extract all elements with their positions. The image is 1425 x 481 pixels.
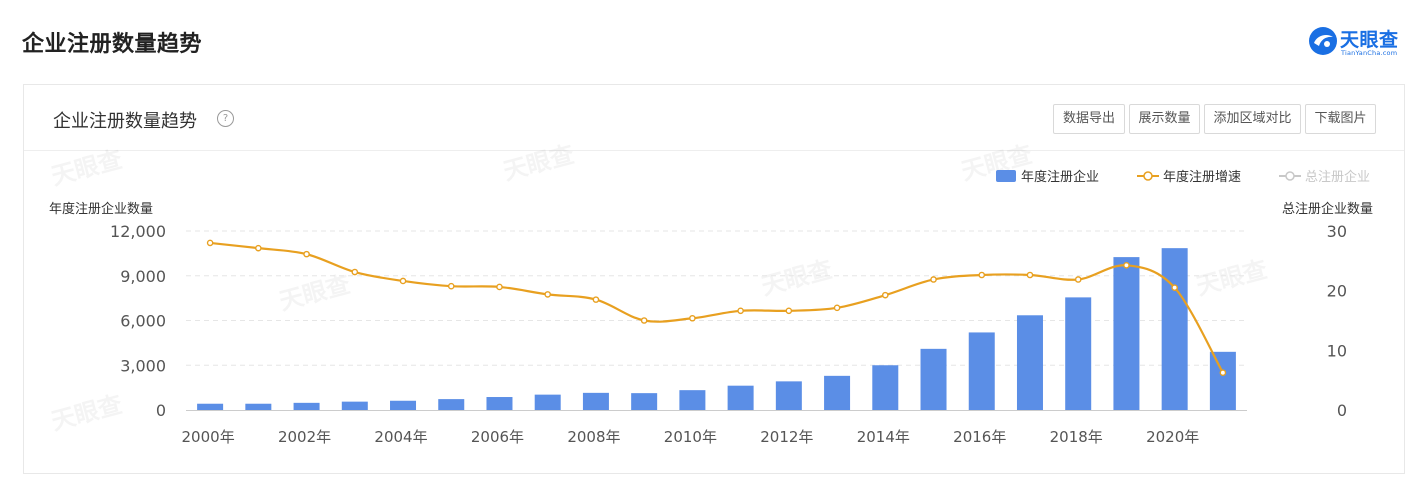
growth-rate-point — [1219, 369, 1227, 377]
x-tick-label: 2004年 — [374, 428, 427, 446]
x-tick-label: 2000年 — [182, 428, 235, 446]
bar — [486, 397, 513, 410]
brand-name: 天眼查 — [1340, 29, 1399, 51]
growth-rate-point — [206, 239, 214, 247]
x-tick-label: 2012年 — [760, 428, 813, 446]
growth-rate-point — [737, 307, 744, 315]
watermark: 天眼查 — [48, 390, 125, 436]
y-axis-right: 30 20 10 0 — [1327, 222, 1347, 420]
y-tick-label-left: 9,000 — [120, 267, 166, 286]
card-header: 企业注册数量趋势 ? 数据导出 展示数量 添加区域对比 下载图片 — [24, 85, 1404, 151]
chart-card: 企业注册数量趋势 ? 数据导出 展示数量 添加区域对比 下载图片 天眼查 天眼查天… — [23, 84, 1405, 474]
bar — [1113, 257, 1140, 410]
growth-rate-point — [351, 268, 359, 276]
growth-rate-point — [689, 314, 696, 322]
bar-series — [197, 248, 1236, 410]
x-tick-label: 2002年 — [278, 428, 331, 446]
growth-rate-point — [1123, 262, 1130, 269]
card-title: 企业注册数量趋势 — [53, 111, 197, 132]
export-data-button[interactable]: 数据导出 — [1053, 104, 1125, 134]
y-tick-label-left: 12,000 — [110, 222, 166, 241]
chart-legend: 年度注册企业 年度注册增速 总注册企业 — [996, 169, 1370, 185]
growth-rate-point — [592, 296, 600, 303]
page-title: 企业注册数量趋势 — [22, 32, 203, 57]
bar — [197, 403, 224, 410]
add-region-compare-button[interactable]: 添加区域对比 — [1204, 104, 1301, 134]
tianyancha-logo-icon — [1309, 27, 1337, 55]
bar — [775, 381, 802, 410]
bar — [1161, 248, 1188, 410]
bar — [1065, 297, 1092, 410]
y-tick-label-right: 30 — [1327, 222, 1347, 241]
legend-total-label[interactable]: 总注册企业 — [1305, 169, 1370, 185]
x-tick-label: 2006年 — [471, 428, 524, 446]
bar — [872, 365, 899, 410]
bar — [582, 392, 609, 410]
watermark: 天眼查 — [276, 270, 353, 316]
legend-line-label[interactable]: 年度注册增速 — [1163, 169, 1241, 185]
growth-rate-point — [303, 250, 310, 258]
y-tick-label-right: 20 — [1327, 282, 1347, 301]
bar — [824, 375, 851, 410]
growth-rate-line — [209, 241, 1224, 374]
growth-rate-point — [255, 244, 262, 252]
x-tick-label: 2008年 — [567, 428, 620, 446]
y-tick-label-left: 3,000 — [120, 356, 166, 375]
brand-logo: 天眼查 TianYanCha.com — [1308, 24, 1408, 58]
bar — [1016, 315, 1043, 410]
bar — [438, 399, 465, 410]
growth-rate-point — [833, 304, 841, 312]
y-axis-left: 12,000 9,000 6,000 3,000 0 — [110, 222, 166, 420]
growth-rate-point — [544, 291, 552, 298]
growth-rate-point — [930, 276, 937, 283]
bar — [245, 403, 272, 410]
y-axis-title-right: 总注册企业数量 — [1282, 201, 1373, 217]
bar — [920, 348, 947, 410]
x-tick-label: 2010年 — [664, 428, 717, 446]
bar — [341, 401, 368, 410]
y-axis-title-left: 年度注册企业数量 — [49, 201, 153, 217]
help-icon[interactable]: ? — [217, 110, 234, 127]
watermark: 天眼查 — [48, 145, 125, 191]
x-tick-label: 2014年 — [857, 428, 910, 446]
x-tick-label: 2020年 — [1146, 428, 1199, 446]
growth-rate-point — [496, 283, 503, 291]
bar — [293, 402, 320, 410]
x-tick-label: 2018年 — [1050, 428, 1103, 446]
y-tick-label-left: 0 — [156, 401, 166, 420]
show-values-button[interactable]: 展示数量 — [1129, 104, 1200, 134]
growth-rate-point — [1171, 284, 1178, 291]
growth-rate-point — [881, 291, 889, 299]
bar — [1209, 351, 1236, 410]
growth-rate-point — [1074, 276, 1082, 283]
bar — [534, 394, 561, 410]
bar — [631, 393, 658, 410]
growth-rate-point — [640, 317, 648, 324]
bar — [679, 390, 706, 410]
growth-rate-point — [978, 271, 986, 279]
y-tick-label-right: 10 — [1327, 341, 1347, 360]
growth-rate-point — [785, 307, 793, 315]
growth-rate-point — [1026, 271, 1034, 279]
legend-bar-label[interactable]: 年度注册企业 — [1021, 169, 1099, 185]
x-axis: 2000年 2002年 2004年 2006年 2008年 2010年 2012年 2014年… — [182, 428, 1200, 446]
brand-subtitle: TianYanCha.com — [1341, 49, 1398, 57]
legend-line-marker — [1143, 171, 1153, 181]
bar — [390, 400, 417, 410]
bar — [727, 385, 754, 410]
download-image-button[interactable]: 下载图片 — [1305, 104, 1376, 134]
legend-bar-swatch[interactable] — [996, 170, 1016, 182]
watermark: 天眼查 — [1193, 255, 1270, 301]
growth-rate-points — [206, 239, 1227, 377]
growth-rate-point — [399, 277, 407, 285]
growth-rate-point — [447, 282, 455, 290]
watermark: 天眼查 — [500, 140, 577, 186]
watermark: 天眼查 — [758, 255, 835, 301]
x-tick-label: 2016年 — [953, 428, 1006, 446]
y-tick-label-right: 0 — [1337, 401, 1347, 420]
legend-total-marker — [1285, 171, 1295, 181]
y-tick-label-left: 6,000 — [120, 312, 166, 331]
bar — [968, 332, 995, 410]
